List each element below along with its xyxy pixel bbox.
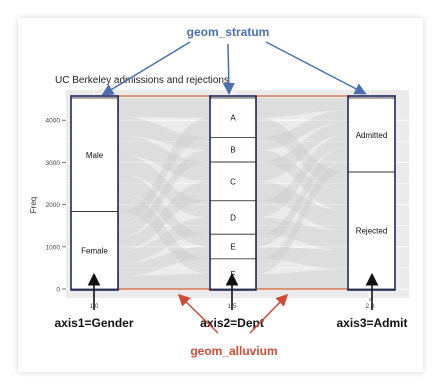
flow-band — [256, 117, 348, 192]
flow-band — [118, 181, 210, 251]
flow-band — [256, 135, 348, 218]
stratum-male — [70, 97, 119, 212]
geom-stratum-arrow-3 — [265, 41, 367, 95]
y-tick-label: 1000 — [46, 244, 61, 251]
flow-band — [256, 98, 348, 118]
flow-band — [256, 181, 348, 231]
y-axis-label: Freq — [29, 197, 38, 213]
stratum-label-c: C — [230, 177, 236, 186]
flow-band — [118, 135, 210, 182]
flow-band — [118, 273, 210, 289]
y-axis: 0 1000 2000 3000 4000 — [46, 118, 66, 294]
geom-alluvium-arrow-1 — [177, 293, 219, 334]
flow-band — [256, 217, 348, 251]
flow-band — [118, 173, 210, 247]
x-axis: 1.01.52.02.53.0 — [89, 298, 375, 310]
y-tick-label: 4000 — [46, 118, 61, 125]
stratum-label-male: Male — [86, 151, 104, 160]
stratum-label-e: E — [230, 243, 235, 252]
stratum-label-a: A — [230, 114, 236, 123]
flow-band — [256, 110, 348, 150]
geom-stratum-arrow-2 — [222, 43, 235, 95]
flow-band — [256, 149, 348, 212]
y-tick-label: 3000 — [46, 160, 61, 167]
axis2-stratum-outline — [209, 95, 257, 291]
flow-band — [118, 149, 210, 238]
flow-band — [118, 116, 210, 150]
axis3-label: axis3=Admit — [336, 316, 407, 330]
alluvium-flows — [118, 98, 348, 289]
axis2-label: axis2=Dept — [200, 316, 264, 330]
stratum-b — [209, 137, 257, 163]
geom-alluvium-label: geom_alluvium — [190, 344, 277, 358]
chart-title: UC Berkeley admissions and rejections — [55, 75, 229, 86]
y-tick-label: 2000 — [46, 202, 61, 209]
flow-band — [256, 269, 348, 289]
axis1-label: axis1=Gender — [54, 316, 133, 330]
stratum-label-b: B — [230, 146, 235, 155]
stratum-d — [209, 200, 257, 235]
stratum-label-admitted: Admitted — [356, 131, 388, 140]
stratum-label-female: Female — [81, 246, 108, 255]
flow-band — [256, 122, 348, 182]
flow-band — [118, 154, 210, 218]
y-tick-label: 0 — [56, 287, 60, 294]
flow-band — [256, 246, 348, 270]
flow-band — [118, 246, 210, 277]
stratum-rejected — [347, 171, 396, 290]
stratum-label-d: D — [230, 214, 236, 223]
flow-band — [118, 98, 210, 118]
flow-band — [118, 217, 210, 264]
flow-band — [256, 159, 348, 274]
stratum-c — [209, 161, 257, 202]
geom-alluvium-arrow-2 — [249, 293, 289, 334]
geom-stratum-arrow-1 — [101, 41, 191, 96]
flow-band — [256, 147, 348, 247]
x-tick-label: 2.0 — [365, 303, 374, 310]
stratum-e — [209, 233, 257, 260]
stratum-label-rejected: Rejected — [356, 227, 388, 236]
flow-band — [118, 117, 210, 225]
geom-stratum-label: geom_stratum — [187, 25, 270, 39]
stratum-a — [209, 97, 257, 138]
flow-band — [118, 192, 210, 274]
